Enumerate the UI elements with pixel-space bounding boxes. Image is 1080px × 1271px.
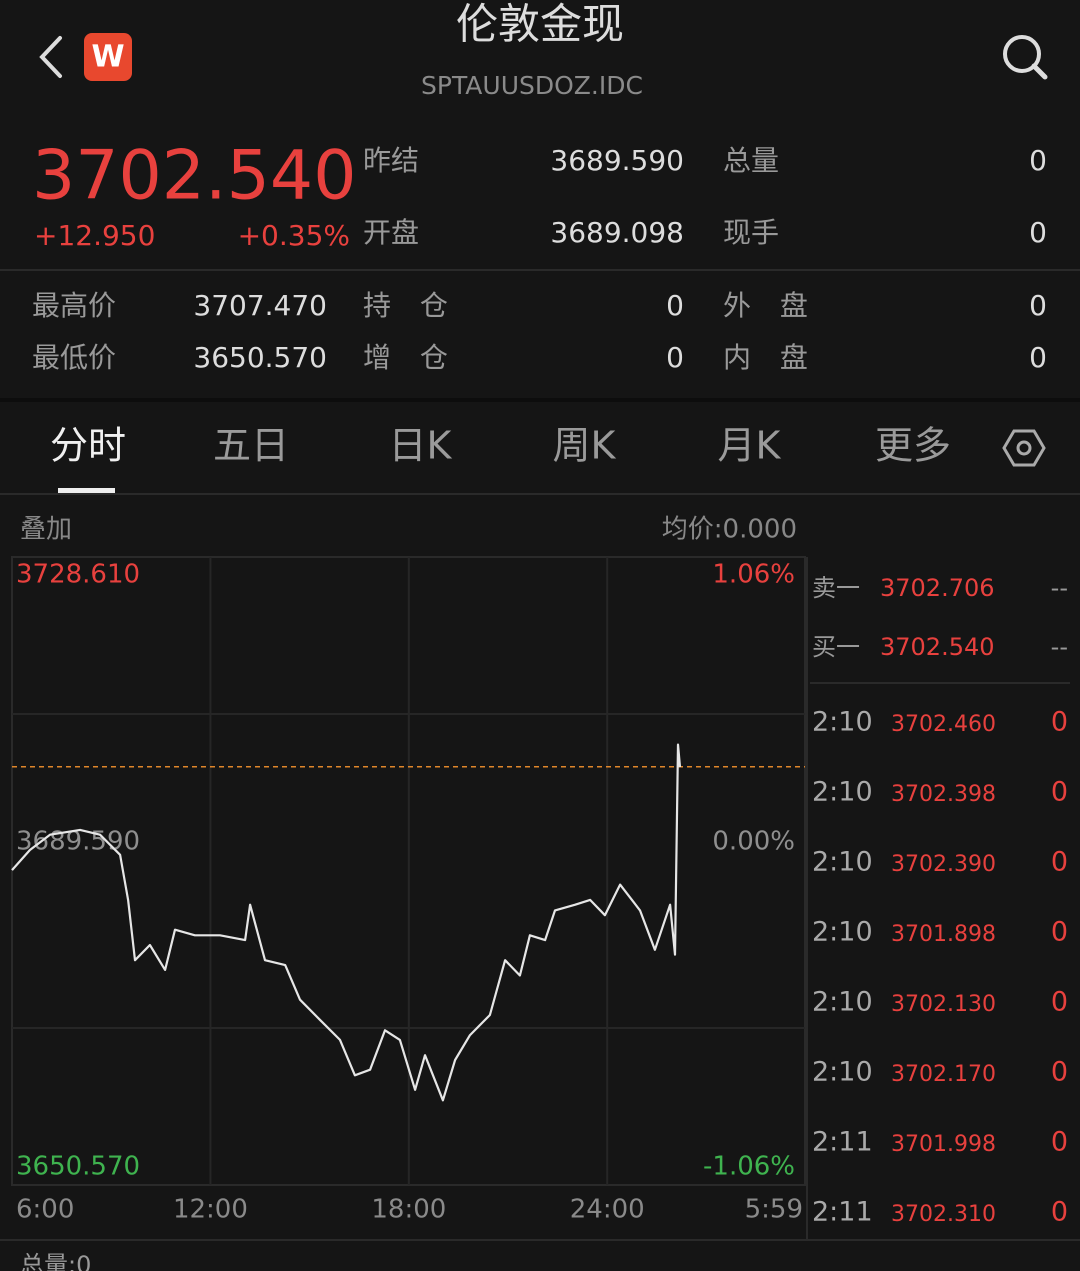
stat-value: 0 — [1029, 341, 1047, 374]
tab[interactable]: 五日 — [213, 424, 289, 468]
stat-label: 增 仓 — [363, 341, 448, 374]
trade-volume: 0 — [1051, 847, 1068, 878]
tab[interactable]: 分时 — [50, 424, 126, 468]
stat-label: 开盘 — [363, 216, 419, 249]
tab-underline — [58, 488, 115, 493]
tab[interactable]: 日K — [389, 424, 453, 468]
trade-volume: 0 — [1051, 1197, 1068, 1228]
trade-price: 3702.390 — [891, 852, 996, 877]
order-volume: -- — [1051, 633, 1068, 661]
total-volume: 总量:0 — [20, 1251, 91, 1271]
trade-time: 2:10 — [812, 707, 873, 738]
x-tick-label: 5:59 — [745, 1195, 803, 1225]
title: 伦敦金现 — [456, 0, 624, 49]
stat-value: 0 — [1029, 144, 1047, 177]
order-side: 买一 — [812, 633, 860, 661]
stat-value: 3689.590 — [550, 144, 684, 177]
trade-time: 2:10 — [812, 917, 873, 948]
stat-label: 内 盘 — [723, 341, 808, 374]
trade-time: 2:10 — [812, 987, 873, 1018]
trade-price: 3702.170 — [891, 1062, 996, 1087]
trade-time: 2:10 — [812, 847, 873, 878]
stat-value: 0 — [666, 289, 684, 322]
trade-time: 2:10 — [812, 1057, 873, 1088]
trade-time: 2:10 — [812, 777, 873, 808]
trade-time: 2:11 — [812, 1197, 873, 1228]
stat-value: 3707.470 — [193, 289, 327, 322]
trade-price: 3702.130 — [891, 992, 996, 1017]
trade-price: 3702.398 — [891, 782, 996, 807]
change: +12.950 — [34, 219, 155, 252]
order-price: 3702.706 — [880, 574, 995, 602]
x-tick-label: 6:00 — [16, 1195, 74, 1225]
back-button[interactable] — [39, 36, 62, 78]
stat-value: 3689.098 — [550, 216, 684, 249]
x-tick-label: 18:00 — [371, 1195, 446, 1225]
stat-value: 0 — [1029, 289, 1047, 322]
order-volume: -- — [1051, 574, 1068, 602]
y2-tick-label: -1.06% — [703, 1152, 795, 1182]
trade-volume: 0 — [1051, 987, 1068, 1018]
stat-label: 外 盘 — [723, 289, 808, 322]
trade-volume: 0 — [1051, 777, 1068, 808]
trade-price: 3702.310 — [891, 1202, 996, 1227]
price: 3702.540 — [32, 137, 356, 216]
search-button[interactable] — [1003, 35, 1048, 80]
stat-label: 持 仓 — [363, 289, 448, 322]
settings-button[interactable] — [1002, 429, 1046, 467]
subtitle: SPTAUUSDOZ.IDC — [421, 71, 643, 100]
trade-time: 2:11 — [812, 1127, 873, 1158]
order-price: 3702.540 — [880, 633, 995, 661]
badge — [84, 33, 132, 81]
tab[interactable]: 月K — [718, 424, 782, 468]
price-line — [11, 743, 682, 1102]
avg-price: 均价:0.000 — [662, 515, 797, 545]
trade-volume: 0 — [1051, 1127, 1068, 1158]
trade-price: 3701.998 — [891, 1132, 996, 1157]
trade-volume: 0 — [1051, 707, 1068, 738]
divider — [0, 398, 1080, 402]
stat-value: 3650.570 — [193, 341, 327, 374]
stat-label: 昨结 — [363, 144, 419, 177]
y-tick-label: 3689.590 — [16, 827, 140, 857]
order-side: 卖一 — [812, 574, 860, 602]
stat-value: 0 — [1029, 216, 1047, 249]
stat-label: 最高价 — [32, 289, 116, 322]
x-tick-label: 24:00 — [570, 1195, 645, 1225]
stat-label: 现手 — [723, 216, 779, 249]
overlay-button[interactable]: 叠加 — [20, 515, 72, 545]
trade-volume: 0 — [1051, 917, 1068, 948]
tab[interactable]: 周K — [553, 424, 617, 468]
trade-volume: 0 — [1051, 1057, 1068, 1088]
stat-value: 0 — [666, 341, 684, 374]
y-tick-label: 3650.570 — [16, 1152, 140, 1182]
stat-label: 总量 — [723, 144, 779, 177]
trade-price: 3702.460 — [891, 712, 996, 737]
x-tick-label: 12:00 — [173, 1195, 248, 1225]
y2-tick-label: 0.00% — [712, 827, 795, 857]
y-tick-label: 3728.610 — [16, 560, 140, 590]
change-pct: +0.35% — [238, 219, 350, 252]
y2-tick-label: 1.06% — [712, 560, 795, 590]
tab[interactable]: 更多 — [875, 424, 951, 468]
trade-price: 3701.898 — [891, 922, 996, 947]
stat-label: 最低价 — [32, 341, 116, 374]
badge-text: W — [91, 40, 124, 75]
